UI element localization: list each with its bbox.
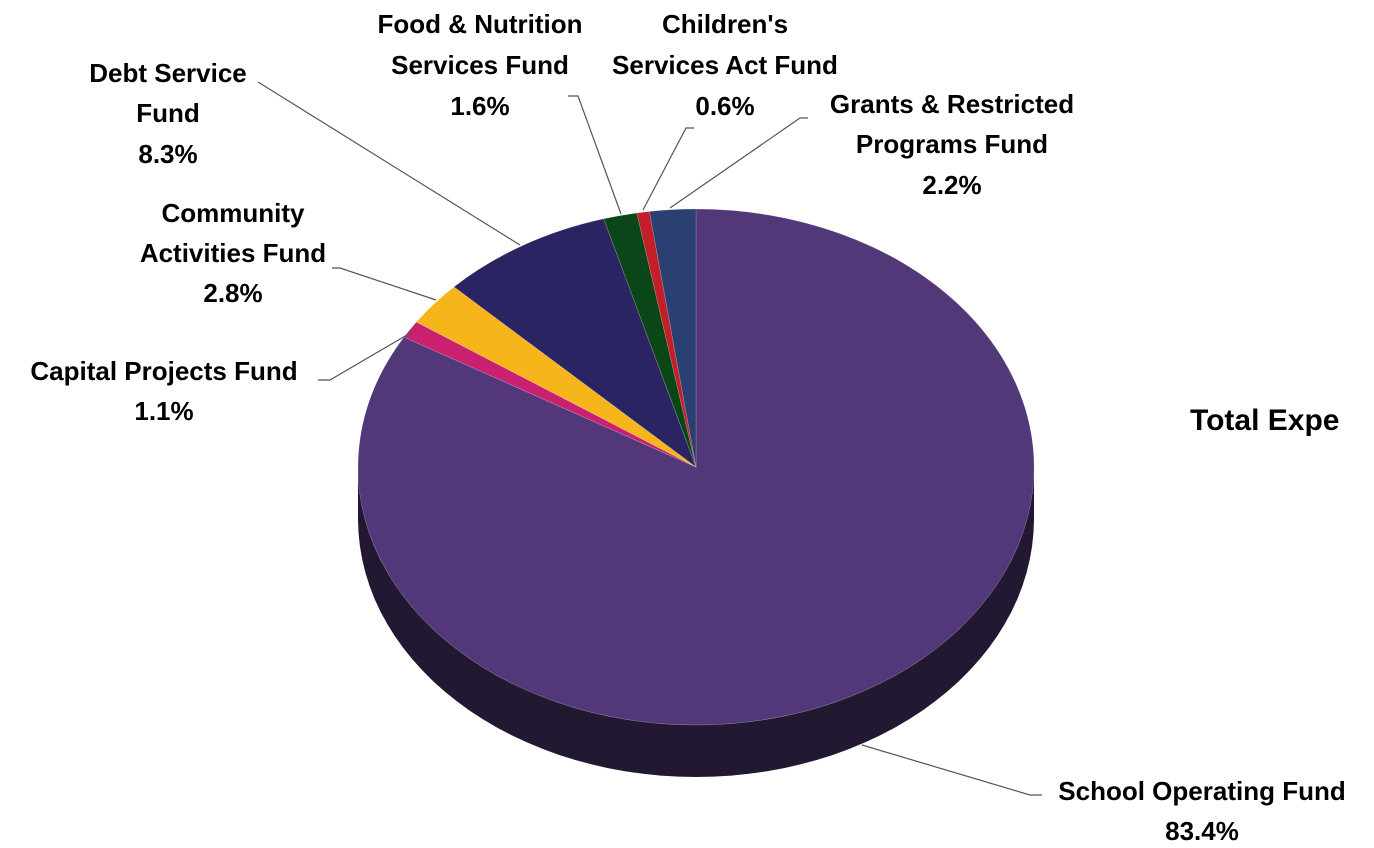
leader-lines: [257, 81, 1042, 796]
label-capital-name: Capital Projects Fund: [30, 356, 297, 386]
pie-depth: [358, 467, 1034, 777]
label-grants-line1: Grants & Restricted: [830, 89, 1074, 119]
label-children-line1: Children's: [662, 9, 788, 39]
leader-line-food-nutrition-services-fund: [568, 95, 622, 215]
label-food-line2: Services Fund: [391, 50, 569, 80]
leader-line-debt-service-fund: [257, 81, 521, 246]
leader-line-school-operating-fund: [861, 744, 1042, 796]
label-children-line2: Services Act Fund: [612, 50, 838, 80]
pie-slice-food-nutrition-services-fund: [603, 212, 697, 468]
pie-slice-debt-service-fund: [453, 218, 697, 468]
label-children-pct: 0.6%: [695, 91, 754, 121]
leader-line-grants-restricted-programs-fund: [669, 117, 808, 209]
label-community-line1: Community: [162, 198, 306, 228]
pie-slice-school-operating-fund: [357, 208, 1035, 726]
label-school-pct: 83.4%: [1165, 816, 1239, 846]
label-debt-line1: Debt Service: [89, 58, 247, 88]
leader-line-children-s-services-act-fund: [642, 127, 694, 211]
chart-title: Total Expe: [1190, 404, 1339, 437]
leader-line-community-activities-fund: [332, 267, 437, 301]
pie-slices: [357, 208, 1035, 726]
pie-slice-grants-restricted-programs-fund: [649, 208, 697, 468]
pie-slice-community-activities-fund: [415, 286, 697, 468]
label-school-name: School Operating Fund: [1058, 776, 1345, 806]
label-food-line1: Food & Nutrition: [377, 9, 582, 39]
label-capital-pct: 1.1%: [134, 396, 193, 426]
pie-slice-children-s-services-act-fund: [636, 211, 697, 468]
label-community-line2: Activities Fund: [140, 238, 326, 268]
leader-line-capital-projects-fund: [318, 331, 413, 381]
label-grants-pct: 2.2%: [922, 170, 981, 200]
label-debt-pct: 8.3%: [138, 139, 197, 169]
label-food-pct: 1.6%: [450, 91, 509, 121]
label-grants-line2: Programs Fund: [856, 129, 1048, 159]
pie-side-school-operating-fund: [358, 467, 1034, 777]
label-debt-line2: Fund: [136, 98, 200, 128]
label-community-pct: 2.8%: [203, 278, 262, 308]
